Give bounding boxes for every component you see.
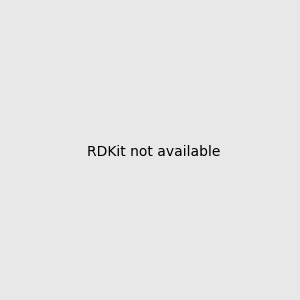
Text: RDKit not available: RDKit not available — [87, 145, 220, 158]
